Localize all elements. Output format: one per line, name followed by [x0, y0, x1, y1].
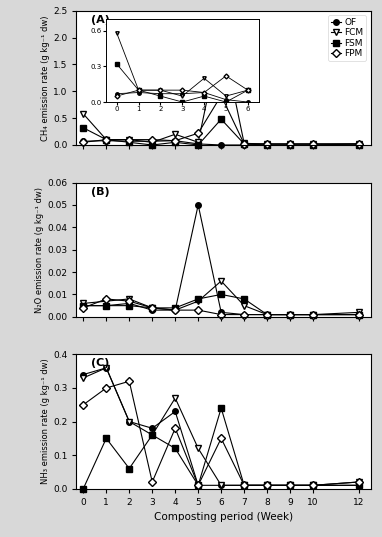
Y-axis label: NH₃ emission rate (g kg⁻¹ dw): NH₃ emission rate (g kg⁻¹ dw): [41, 359, 50, 484]
FCM: [288, 141, 292, 147]
Legend: OF, FCM, FSM, FPM: OF, FCM, FSM, FPM: [328, 15, 366, 61]
FCM: [81, 111, 86, 117]
FSM: [311, 142, 316, 148]
OF: [311, 142, 316, 148]
FPM: [288, 141, 292, 147]
Text: (B): (B): [91, 187, 110, 197]
FCM: [219, 29, 223, 35]
FCM: [150, 139, 155, 146]
Line: FCM: FCM: [81, 30, 362, 147]
FSM: [173, 139, 178, 146]
FSM: [104, 136, 108, 143]
OF: [196, 141, 201, 147]
FCM: [357, 141, 361, 147]
Y-axis label: N₂O emission rate (g kg⁻¹ dw): N₂O emission rate (g kg⁻¹ dw): [36, 187, 44, 313]
FSM: [81, 125, 86, 131]
OF: [173, 137, 178, 144]
OF: [150, 138, 155, 144]
OF: [265, 142, 269, 148]
FPM: [242, 141, 246, 147]
Y-axis label: CH₄ emission rate (g kg⁻¹ dw): CH₄ emission rate (g kg⁻¹ dw): [41, 15, 50, 141]
OF: [219, 142, 223, 148]
OF: [242, 142, 246, 148]
FCM: [242, 140, 246, 147]
FSM: [357, 142, 361, 148]
FPM: [173, 137, 178, 144]
Text: (C): (C): [91, 359, 110, 368]
OF: [81, 138, 86, 144]
FPM: [81, 139, 86, 146]
OF: [357, 141, 361, 147]
FPM: [150, 136, 155, 143]
FPM: [219, 92, 223, 99]
X-axis label: Composting period (Week): Composting period (Week): [154, 512, 293, 523]
FPM: [127, 136, 131, 143]
Line: FSM: FSM: [81, 117, 362, 148]
FSM: [265, 142, 269, 148]
FPM: [196, 130, 201, 136]
FSM: [219, 116, 223, 122]
OF: [104, 137, 108, 144]
FCM: [127, 136, 131, 143]
FCM: [311, 141, 316, 147]
FCM: [196, 139, 201, 146]
Line: FPM: FPM: [81, 93, 362, 147]
FSM: [288, 142, 292, 148]
FSM: [150, 142, 155, 148]
FCM: [265, 141, 269, 147]
FSM: [127, 139, 131, 146]
Line: OF: OF: [81, 138, 362, 148]
FPM: [104, 136, 108, 143]
FSM: [242, 141, 246, 147]
FPM: [265, 141, 269, 147]
FPM: [311, 141, 316, 147]
Text: (A): (A): [91, 15, 110, 25]
FSM: [196, 142, 201, 148]
FPM: [357, 141, 361, 147]
OF: [288, 142, 292, 148]
FCM: [104, 136, 108, 143]
FCM: [173, 131, 178, 137]
OF: [127, 138, 131, 144]
